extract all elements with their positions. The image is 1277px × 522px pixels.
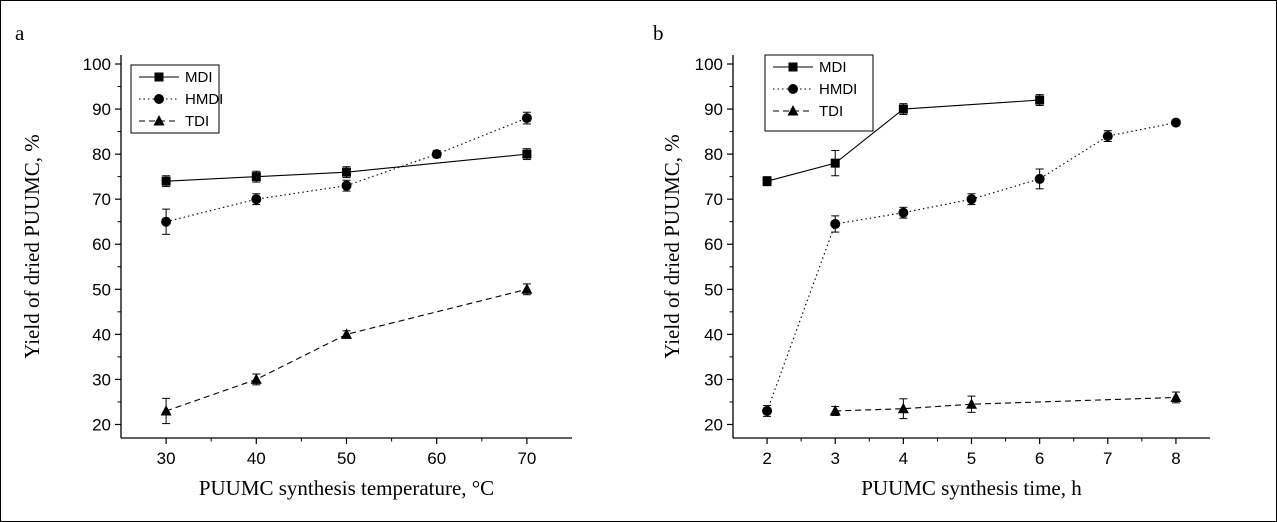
x-tick-label: 8 (1171, 449, 1180, 468)
legend-marker-hmdi (154, 94, 164, 104)
series-hmdi (161, 111, 532, 235)
y-axis-title: Yield of dried PUUMC, % (660, 134, 684, 359)
y-tick-label: 60 (92, 235, 111, 254)
x-tick-label: 2 (762, 449, 771, 468)
x-axis-title: PUUMC synthesis temperature, °C (199, 476, 494, 500)
chart-a-svg: 30 40 50 60 70 20 30 40 50 60 70 80 90 100 PUUMC synth… (20, 55, 572, 500)
legend-label-mdi: MDI (819, 59, 847, 76)
x-tick-label: 30 (157, 449, 176, 468)
legend-marker-tdi (153, 115, 165, 126)
x-axis-title: PUUMC synthesis time, h (861, 476, 1082, 500)
series-tdi (829, 391, 1182, 420)
series-hmdi-point (251, 194, 262, 205)
y-axis-title: Yield of dried PUUMC, % (20, 134, 44, 359)
x-tick-label: 70 (517, 449, 536, 468)
y-tick-label: 20 (92, 415, 111, 434)
series-mdi-point (1035, 95, 1045, 105)
legend-label-mdi: MDI (185, 69, 213, 86)
series-tdi-point (341, 328, 352, 339)
legend: MDI HMDI TDI (764, 54, 874, 132)
y-tick-label: 60 (704, 235, 723, 254)
series-hmdi-line (766, 122, 1177, 412)
series-mdi-point (898, 104, 908, 114)
y-tick-label: 30 (92, 370, 111, 389)
series-mdi-point (251, 172, 261, 182)
series-tdi (160, 283, 533, 425)
series-tdi-line (165, 288, 528, 412)
chart-panel-a: a 30 40 50 60 70 20 30 40 50 60 70 80 90 100 PUUMC syn… (1, 1, 637, 521)
legend-marker-hmdi (788, 84, 798, 94)
series-mdi-point (161, 176, 171, 186)
series-tdi-point (897, 402, 909, 414)
series-tdi-point (250, 373, 262, 384)
series-hmdi-point (898, 207, 909, 218)
y-tick-label: 70 (704, 190, 723, 209)
series-tdi-point (966, 398, 977, 409)
x-tick-label: 40 (247, 449, 266, 468)
x-tick-label: 6 (1035, 449, 1044, 468)
panel-label-b: b (653, 21, 664, 45)
y-tick-label: 70 (92, 190, 111, 209)
series-hmdi-point (161, 216, 172, 227)
x-tick-label: 50 (337, 449, 356, 468)
series-hmdi-point (966, 194, 977, 205)
y-tick-label: 20 (704, 415, 723, 434)
series-tdi-point (829, 404, 841, 416)
y-tick-label: 90 (704, 100, 723, 119)
series-hmdi-point (341, 180, 352, 191)
y-tick-label: 40 (92, 325, 111, 344)
legend-marker-tdi (787, 105, 799, 116)
x-tick-label: 3 (830, 449, 839, 468)
x-tick-label: 4 (899, 449, 908, 468)
series-tdi-line (835, 396, 1176, 412)
panel-label-a: a (15, 21, 25, 45)
y-tick-label: 80 (704, 145, 723, 164)
legend-marker-mdi (154, 72, 164, 82)
series-hmdi-point (762, 405, 773, 416)
chart-b-svg: 2 3 4 5 6 7 8 20 30 40 50 60 70 80 90 100 PUUMC synthesi… (660, 54, 1210, 500)
series-mdi (762, 94, 1045, 187)
y-tick-label: 50 (704, 280, 723, 299)
legend: MDI HMDI TDI (130, 64, 223, 134)
y-tick-label: 40 (704, 325, 723, 344)
series-hmdi-point (1102, 131, 1113, 142)
y-tick-label: 50 (92, 280, 111, 299)
series-mdi-point (830, 158, 840, 168)
series-hmdi-point (830, 218, 841, 229)
series-hmdi-point (431, 149, 442, 160)
legend-label-tdi: TDI (819, 103, 843, 120)
y-tick-label: 80 (92, 145, 111, 164)
series-mdi-point (762, 176, 772, 186)
y-tick-label: 90 (92, 100, 111, 119)
legend-marker-mdi (788, 62, 798, 72)
series-tdi-point (160, 404, 172, 416)
y-tick-label: 30 (704, 370, 723, 389)
legend-label-tdi: TDI (185, 113, 209, 130)
series-tdi-point (1170, 391, 1182, 402)
legend-label-hmdi: HMDI (185, 91, 223, 108)
chart-panel-b: b 2 3 4 5 6 7 8 20 30 40 50 60 70 80 90 100 PUUMC synthe… (637, 1, 1277, 521)
y-tick-label: 100 (83, 55, 111, 74)
x-tick-label: 7 (1103, 449, 1112, 468)
series-mdi-line (766, 99, 1040, 182)
series-hmdi-point (1034, 173, 1045, 184)
series-mdi-point (522, 149, 532, 159)
legend-box (764, 54, 874, 132)
x-tick-label: 60 (427, 449, 446, 468)
series-hmdi-point (1170, 117, 1181, 128)
legend-label-hmdi: HMDI (819, 81, 857, 98)
series-mdi (161, 148, 532, 188)
series-mdi-point (342, 167, 351, 177)
series-tdi-point (521, 283, 533, 294)
x-tick-label: 5 (967, 449, 976, 468)
series-hmdi-point (521, 113, 532, 124)
series-hmdi (762, 117, 1181, 417)
series-mdi-line (166, 153, 527, 182)
y-tick-label: 100 (695, 55, 723, 74)
